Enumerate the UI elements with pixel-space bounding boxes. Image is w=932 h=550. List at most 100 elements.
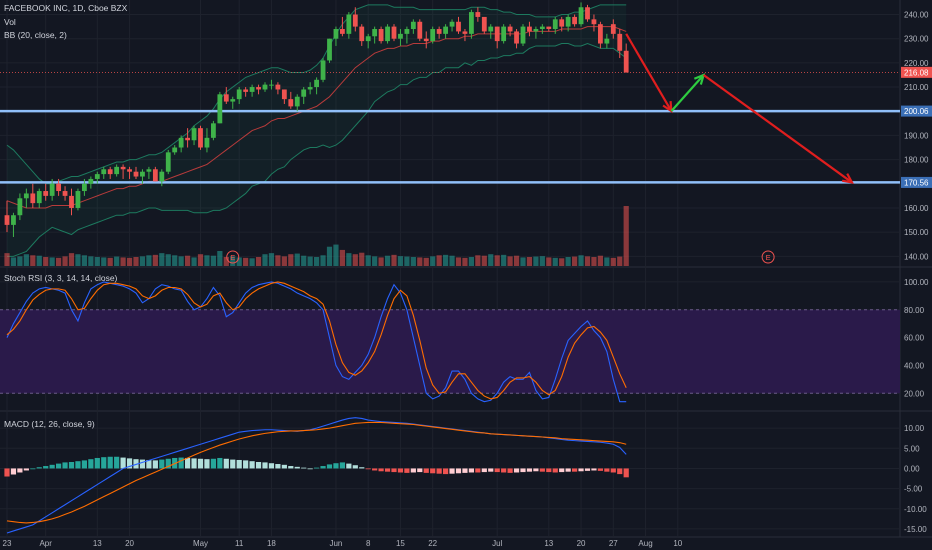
- stoch-tick-label: 40.00: [904, 361, 925, 370]
- macd-histogram-bar: [384, 468, 391, 472]
- macd-histogram-bar: [94, 457, 100, 469]
- volume-legend: Vol: [4, 17, 16, 27]
- candle-body: [36, 191, 42, 204]
- volume-bar: [4, 253, 10, 266]
- bollinger-lower-line: [7, 42, 627, 257]
- price-tick-badge: [901, 176, 932, 188]
- macd-histogram-bar: [307, 468, 313, 470]
- candle-body: [120, 166, 126, 170]
- volume-bar: [249, 258, 255, 266]
- volume-bar: [288, 254, 294, 266]
- volume-bar: [546, 257, 552, 266]
- candle-body: [307, 87, 313, 90]
- macd-histogram-bar: [268, 463, 275, 469]
- candle-body: [256, 87, 261, 90]
- candle-body: [140, 171, 145, 177]
- drawn-arrow-line: [670, 74, 705, 112]
- macd-histogram-bar: [49, 464, 55, 469]
- macd-histogram-bar: [275, 464, 281, 469]
- macd-histogram-bar: [236, 459, 242, 469]
- volume-bar: [520, 257, 526, 266]
- drawn-arrow-head: [841, 173, 854, 184]
- price-tick-label: 150.00: [904, 228, 929, 237]
- macd-histogram-bar: [17, 468, 23, 473]
- volume-bar: [526, 257, 533, 266]
- volume-bar: [94, 257, 100, 266]
- stoch-rsi-band: [0, 309, 900, 394]
- macd-histogram-bar: [133, 459, 139, 469]
- macd-histogram-bar: [4, 468, 10, 477]
- macd-histogram-bar: [397, 468, 404, 473]
- candle-body: [262, 84, 268, 90]
- candle-body: [501, 26, 507, 42]
- macd-histogram-bar: [481, 468, 487, 473]
- candle-body: [398, 33, 403, 39]
- volume-bar: [391, 254, 397, 266]
- stoch-rsi-pane[interactable]: [0, 281, 900, 403]
- macd-histogram-bar: [81, 460, 87, 469]
- candle-body: [275, 84, 281, 90]
- macd-tick-label: 5.00: [904, 444, 920, 453]
- macd-histogram-bar: [320, 466, 326, 469]
- price-tick-label: 230.00: [904, 35, 929, 44]
- macd-legend: MACD (12, 26, close, 9): [4, 419, 95, 429]
- price-tick-label: 140.00: [904, 252, 929, 261]
- macd-histogram-bar: [10, 468, 17, 475]
- macd-histogram-bar: [178, 457, 184, 469]
- candle-body: [152, 169, 158, 182]
- candle-body: [539, 26, 545, 30]
- volume-bar: [507, 256, 513, 266]
- candle-body: [617, 33, 623, 51]
- volume-bar: [23, 254, 29, 266]
- macd-pane[interactable]: [4, 417, 629, 534]
- candle-body: [236, 89, 242, 100]
- drawn-arrow-line: [702, 74, 853, 184]
- volume-bar: [159, 253, 165, 266]
- volume-bar: [255, 257, 262, 266]
- candle-body: [43, 191, 49, 196]
- candle-body: [488, 26, 494, 32]
- candle-body: [559, 19, 565, 27]
- volume-bar: [604, 257, 610, 266]
- macd-histogram-bar: [243, 460, 249, 469]
- volume-bar: [178, 256, 184, 266]
- candle-body: [565, 16, 571, 27]
- macd-histogram-bar: [36, 467, 42, 469]
- volume-bar: [533, 256, 539, 266]
- macd-histogram-bar: [455, 468, 462, 474]
- volume-bar: [320, 255, 326, 266]
- volume-bar: [623, 206, 629, 266]
- macd-histogram-bar: [449, 468, 455, 474]
- macd-histogram-bar: [372, 468, 378, 471]
- candle-body: [314, 79, 319, 88]
- macd-histogram-bar: [262, 462, 268, 469]
- candle-body: [533, 29, 539, 32]
- candle-body: [101, 169, 107, 175]
- drawn-arrow-head: [693, 73, 706, 85]
- macd-histogram-bar: [230, 459, 236, 469]
- volume-bar: [210, 255, 216, 266]
- volume-bar: [243, 257, 249, 266]
- candle-body: [4, 215, 10, 225]
- candle-body: [604, 38, 610, 44]
- price-tick-label: 160.00: [904, 204, 929, 213]
- volume-bar: [294, 253, 300, 266]
- x-tick-label: Apr: [39, 539, 52, 548]
- volume-bar: [56, 257, 62, 266]
- macd-histogram-bar: [436, 468, 442, 474]
- x-tick-label: 10: [673, 539, 682, 548]
- x-tick-label: 15: [396, 539, 405, 548]
- x-tick-label: Jul: [492, 539, 502, 548]
- volume-bar: [262, 254, 268, 266]
- candle-body: [436, 29, 442, 34]
- x-tick-label: 13: [544, 539, 553, 548]
- candle-body: [365, 36, 371, 42]
- macd-histogram-bar: [378, 468, 384, 472]
- candle-body: [423, 38, 429, 42]
- volume-bar: [552, 257, 558, 266]
- macd-histogram-bar: [430, 468, 436, 474]
- candle-body: [94, 174, 100, 179]
